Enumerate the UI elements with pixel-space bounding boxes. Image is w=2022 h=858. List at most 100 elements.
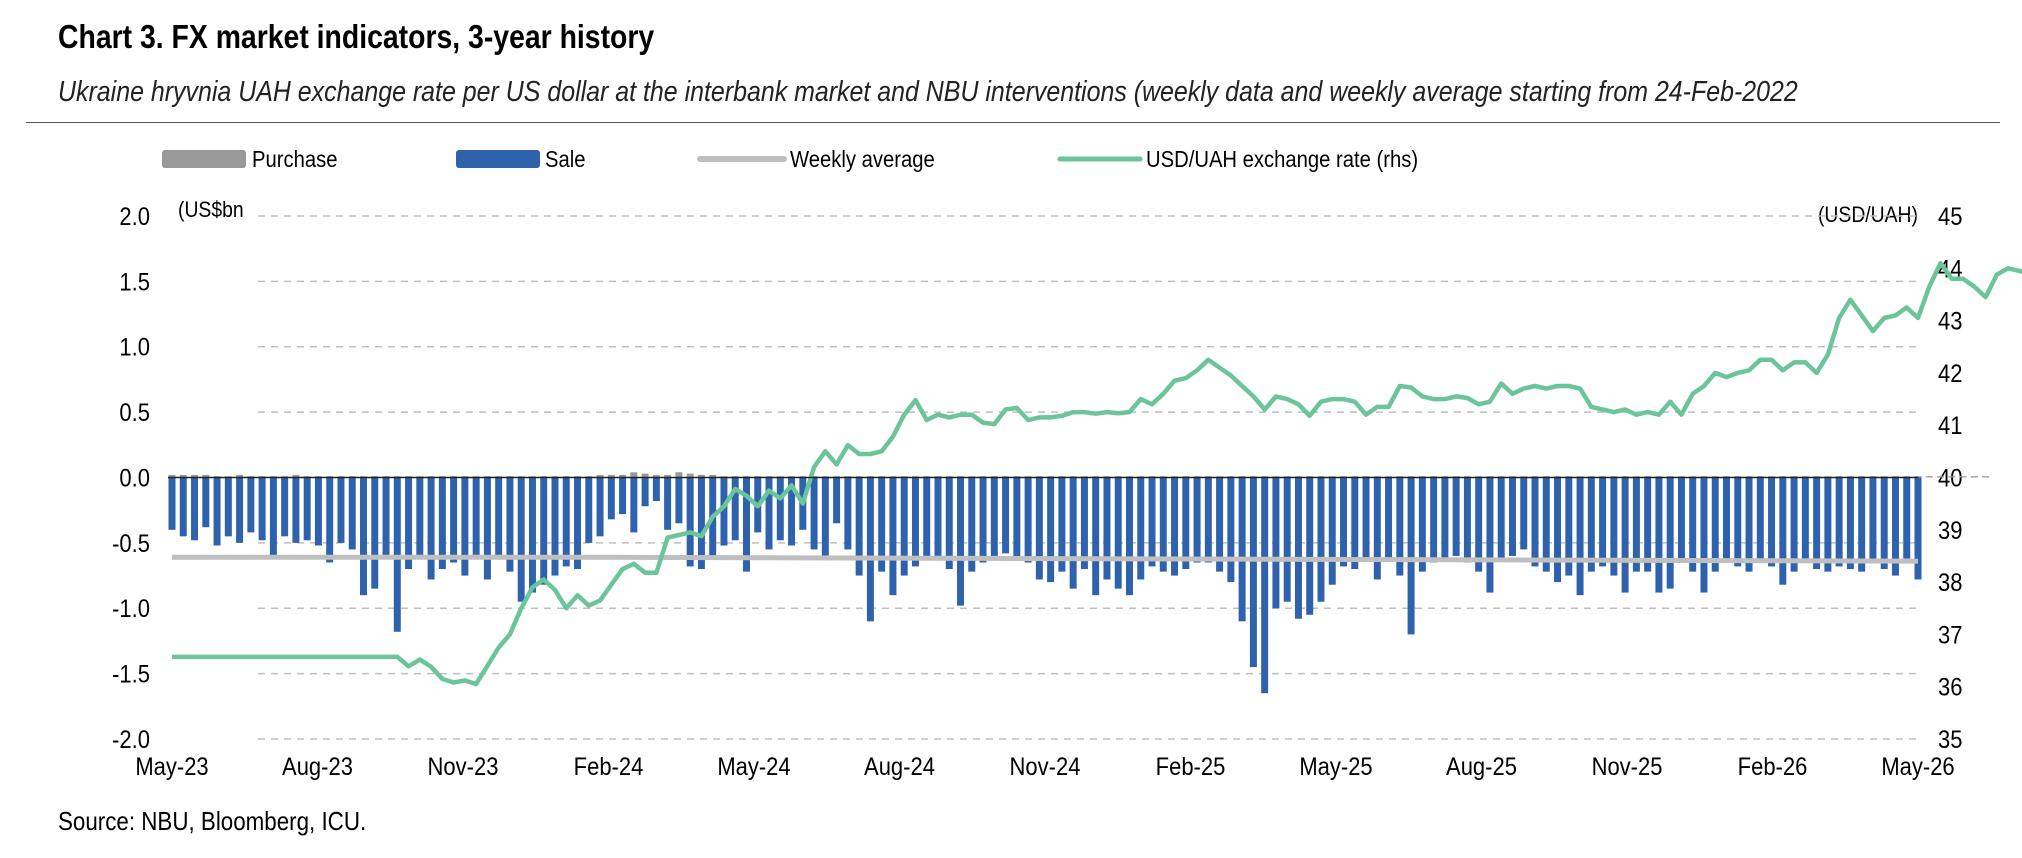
- sale-bar: [179, 477, 187, 537]
- sale-bar: [1655, 477, 1663, 593]
- purchase-bars: [168, 472, 1990, 478]
- right-axis-tick-label: 36: [1938, 673, 1962, 701]
- sale-bar: [371, 477, 379, 589]
- sale-bar: [1080, 477, 1088, 570]
- sale-bar: [596, 477, 604, 537]
- sale-bar: [1565, 477, 1573, 576]
- exchange-rate-line: [172, 260, 2022, 687]
- sale-bar: [1542, 477, 1550, 572]
- sale-bar: [1779, 477, 1787, 585]
- sale-bar: [1340, 477, 1348, 567]
- left-axis-unit-label: (US$bn: [178, 198, 244, 222]
- sale-bar: [1610, 477, 1618, 576]
- sale-bar: [1576, 477, 1584, 596]
- sale-bar: [720, 477, 728, 546]
- sale-bar: [686, 477, 694, 567]
- sale-bar: [1069, 477, 1077, 589]
- sale-bar: [427, 477, 435, 580]
- sale-bar: [337, 477, 345, 543]
- sale-bar: [326, 477, 334, 563]
- chart-title: Chart 3. FX market indicators, 3-year hi…: [58, 18, 655, 55]
- sale-bar: [1385, 477, 1393, 559]
- sale-bar: [776, 477, 784, 541]
- sale-bar: [1632, 477, 1640, 572]
- sale-bar: [1801, 477, 1809, 563]
- right-axis-tick-label: 38: [1938, 569, 1962, 597]
- right-axis-tick-label: 42: [1938, 360, 1962, 388]
- x-axis-ticks: May-23 Aug-23 Nov-23 Feb-24 May-24 Aug-24 Nov-…: [135, 753, 1954, 781]
- sale-bar: [1148, 477, 1156, 567]
- purchase-bar: [168, 474, 176, 478]
- sale-bar: [1689, 477, 1697, 572]
- purchase-bar: [202, 474, 210, 478]
- exchange-rate-series: [172, 260, 2022, 687]
- title-divider: [26, 122, 2000, 123]
- sale-bar: [1024, 477, 1032, 563]
- sale-bar: [979, 477, 987, 563]
- sale-bar: [1238, 477, 1246, 622]
- purchase-bar: [686, 473, 694, 478]
- sale-bar: [1734, 477, 1742, 567]
- sale-bar: [348, 477, 356, 550]
- sale-bar: [1216, 477, 1224, 572]
- sale-bar: [1396, 477, 1404, 576]
- sale-bar: [821, 477, 829, 556]
- sale-bar: [1249, 477, 1257, 668]
- sale-bar: [405, 477, 413, 570]
- sale-bar: [1508, 477, 1516, 556]
- sale-bar: [1137, 477, 1145, 580]
- source-note: Source: NBU, Bloomberg, ICU.: [58, 806, 367, 836]
- sale-bar: [574, 477, 582, 570]
- sale-bar: [664, 477, 672, 530]
- sale-bar: [866, 477, 874, 622]
- sale-bar: [1362, 477, 1370, 559]
- purchase-bar: [292, 474, 300, 478]
- purchase-bar: [1959, 476, 1967, 478]
- sale-bar: [934, 477, 942, 556]
- sale-bar: [191, 477, 199, 541]
- right-axis-unit-label: (USD/UAH): [1818, 203, 1918, 227]
- sale-bar: [528, 477, 536, 593]
- sale-bar: [562, 477, 570, 567]
- sale-bar: [269, 477, 277, 556]
- sale-bar: [540, 477, 548, 585]
- sale-bar: [1711, 477, 1719, 572]
- sale-bar: [1858, 477, 1866, 572]
- purchase-bar: [619, 474, 627, 478]
- left-axis-ticks: 2.0 1.5 1.0 0.5 0.0 -0.5 -1.0 -1.5 -2.0: [112, 203, 150, 754]
- purchase-bar: [675, 472, 683, 478]
- sale-bar: [990, 477, 998, 556]
- sale-bar: [765, 477, 773, 550]
- sale-bar: [1159, 477, 1167, 572]
- purchase-bar: [179, 474, 187, 478]
- left-axis-tick-label: -1.5: [112, 660, 150, 688]
- sale-bar: [923, 477, 931, 559]
- sale-bar: [742, 477, 750, 572]
- sale-bar: [314, 477, 322, 546]
- sale-bar: [1373, 477, 1381, 580]
- sale-bar: [1418, 477, 1426, 572]
- left-axis-tick-label: -2.0: [112, 726, 150, 754]
- sale-bar: [202, 477, 210, 528]
- sale-bar: [393, 477, 401, 632]
- sale-bar: [483, 477, 491, 580]
- sale-bar: [1700, 477, 1708, 593]
- x-axis-tick-label: Feb-25: [1156, 753, 1226, 781]
- sale-bar: [1599, 477, 1607, 567]
- sale-bar: [292, 477, 300, 543]
- sale-bar: [1677, 477, 1685, 563]
- sale-bar: [911, 477, 919, 567]
- left-axis-tick-label: 0.0: [119, 464, 150, 492]
- sale-bar: [889, 477, 897, 596]
- purchase-bar: [641, 473, 649, 478]
- legend: Purchase Sale Weekly average USD/UAH exc…: [162, 146, 1418, 173]
- legend-label-purchase: Purchase: [252, 146, 337, 173]
- sale-bar: [1047, 477, 1055, 583]
- left-axis-tick-label: 1.5: [119, 268, 150, 296]
- weekly-average-line: [172, 554, 1919, 564]
- x-axis-tick-label: Aug-25: [1446, 753, 1517, 781]
- sale-bar: [258, 477, 266, 541]
- x-axis-tick-label: May-23: [135, 753, 208, 781]
- sale-bar: [1520, 477, 1528, 550]
- x-axis-tick-label: Aug-23: [282, 753, 353, 781]
